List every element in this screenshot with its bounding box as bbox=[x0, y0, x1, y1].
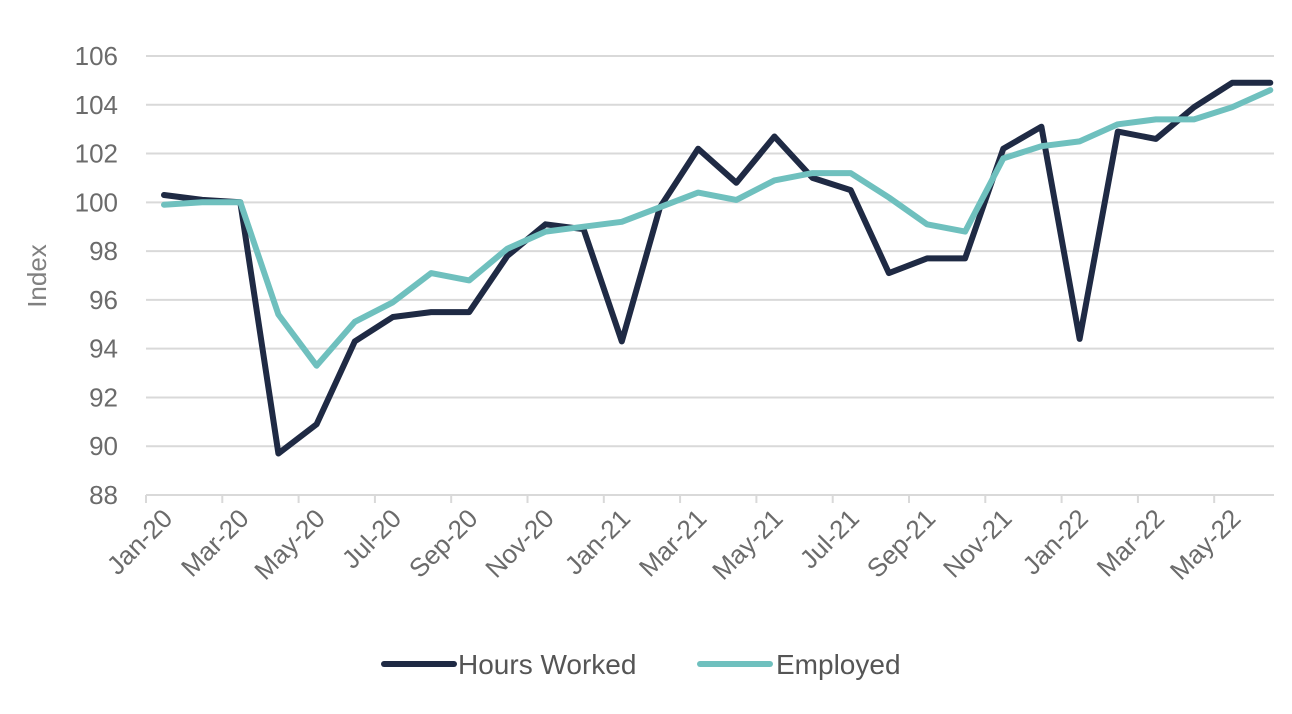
y-tick-label: 94 bbox=[89, 334, 118, 364]
gridlines bbox=[146, 55, 1274, 448]
legend: Hours Worked Employed bbox=[381, 649, 901, 680]
x-tick-label: Mar-22 bbox=[1091, 503, 1170, 582]
x-tick-label: Nov-20 bbox=[479, 503, 559, 583]
y-tick-label: 96 bbox=[89, 285, 118, 315]
x-tick-label: Jul-21 bbox=[794, 503, 865, 574]
y-tick-label: 100 bbox=[75, 187, 118, 217]
y-axis-title: Index bbox=[22, 244, 52, 308]
y-tick-label: 92 bbox=[89, 382, 118, 412]
x-tick-label: Sep-20 bbox=[403, 503, 483, 583]
x-tick-label: Jan-20 bbox=[101, 503, 178, 580]
y-tick-label: 106 bbox=[75, 41, 118, 71]
y-tick-label: 98 bbox=[89, 236, 118, 266]
x-tick-label: May-20 bbox=[248, 503, 331, 586]
x-tick-label: Mar-20 bbox=[175, 503, 254, 582]
y-tick-label: 90 bbox=[89, 431, 118, 461]
legend-label: Hours Worked bbox=[458, 649, 636, 680]
x-tick-label: May-22 bbox=[1164, 503, 1247, 586]
x-tick-label: Mar-21 bbox=[633, 503, 712, 582]
series-line-hours-worked bbox=[161, 79, 1274, 457]
legend-label: Employed bbox=[776, 649, 901, 680]
x-tick-label: May-21 bbox=[706, 503, 789, 586]
x-tick-label: Nov-21 bbox=[937, 503, 1017, 583]
x-axis bbox=[145, 494, 1274, 503]
y-tick-label: 88 bbox=[89, 480, 118, 510]
series-line-employed bbox=[161, 87, 1274, 369]
y-tick-label: 104 bbox=[75, 90, 118, 120]
y-tick-labels: 106 104 102 100 98 96 94 92 90 88 bbox=[75, 41, 118, 510]
y-tick-label: 102 bbox=[75, 139, 118, 169]
x-tick-label: Jul-20 bbox=[336, 503, 407, 574]
x-tick-label: Jan-21 bbox=[559, 503, 636, 580]
x-tick-label: Jan-22 bbox=[1016, 503, 1093, 580]
series-lines bbox=[161, 79, 1274, 457]
x-tick-label: Sep-21 bbox=[861, 503, 941, 583]
